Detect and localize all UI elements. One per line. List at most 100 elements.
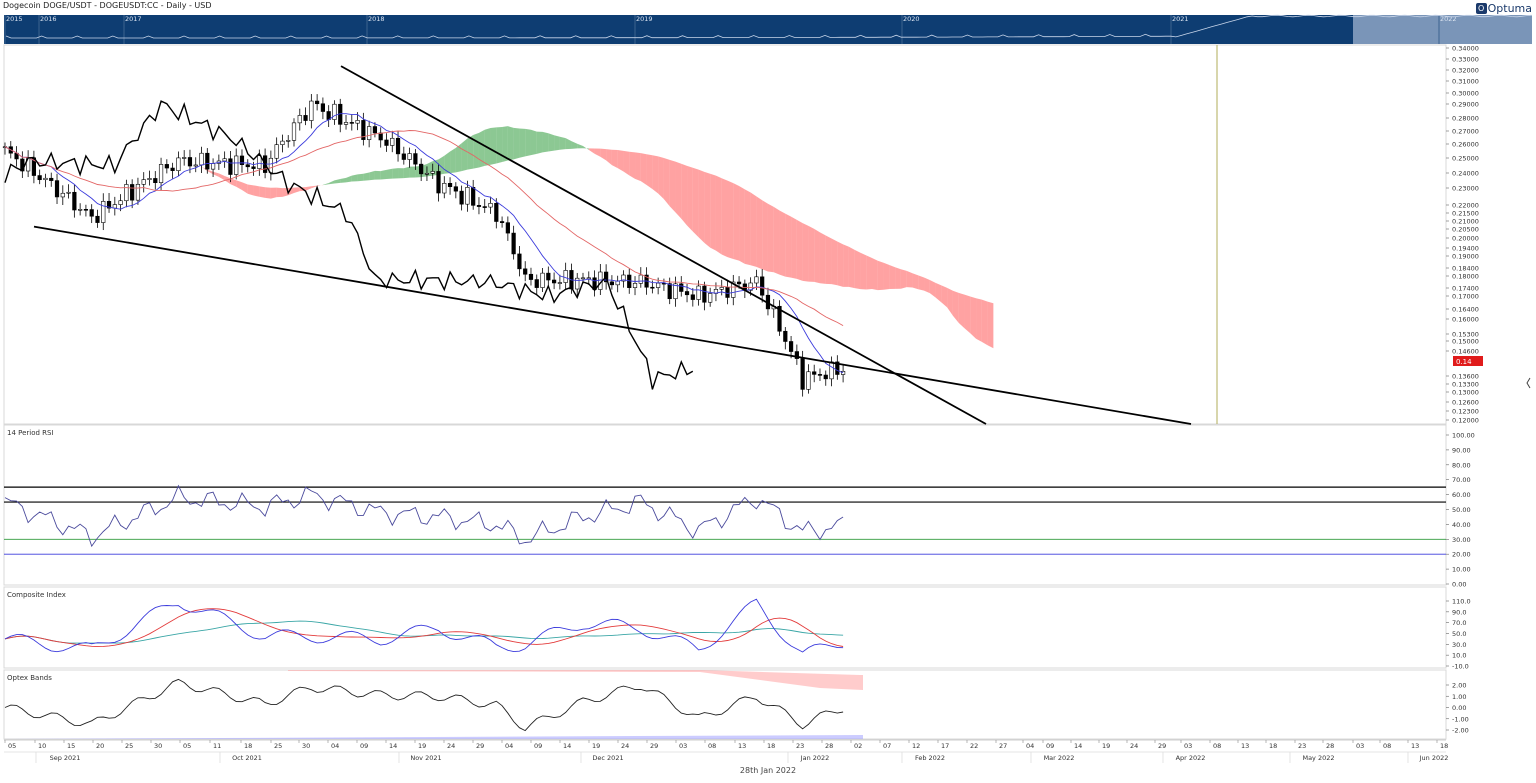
price-candle — [275, 145, 279, 159]
price-candle — [483, 207, 487, 208]
x-axis-day-label: 25 — [125, 742, 133, 750]
rsi-axis-tick-label: 20.00 — [1452, 551, 1471, 559]
kumo-bear-segment — [589, 148, 595, 153]
x-axis-month-label: Feb 2022 — [915, 754, 945, 762]
kumo-bear-segment — [248, 184, 254, 195]
kumo-bear-segment — [803, 223, 809, 281]
rsi-axis-tick-label: 60.00 — [1452, 491, 1471, 499]
kumo-bear-segment — [681, 164, 687, 226]
collapse-panel-chevron-icon[interactable] — [1527, 378, 1530, 388]
kumo-bear-segment — [647, 154, 653, 189]
price-candle — [697, 286, 701, 300]
x-axis-day-label: 19 — [1102, 742, 1110, 750]
x-axis-day-label: 14 — [563, 742, 571, 750]
kumo-bull-segment — [531, 130, 537, 155]
kumo-bear-segment — [606, 149, 612, 165]
price-candle — [552, 280, 556, 283]
price-candle — [136, 184, 140, 200]
kumo-bear-segment — [884, 263, 890, 290]
price-axis-tick-label: 0.21000 — [1452, 218, 1479, 226]
price-axis-tick-label: 0.12300 — [1452, 408, 1479, 416]
price-candle — [477, 205, 481, 206]
price-axis-tick-label: 0.17400 — [1452, 285, 1479, 293]
price-candle — [442, 183, 446, 193]
price-candle — [495, 203, 499, 221]
kumo-bull-segment — [496, 127, 502, 164]
kumo-bull-segment — [508, 126, 514, 160]
x-axis-day-label: 18 — [1440, 742, 1448, 750]
price-candle — [587, 278, 591, 279]
kumo-bear-segment — [878, 261, 884, 290]
x-axis-day-label: 29 — [650, 742, 658, 750]
kumo-bear-segment — [953, 291, 959, 323]
rsi-axis-tick-label: 90.00 — [1452, 446, 1471, 454]
price-axis-tick-label: 0.26000 — [1452, 141, 1479, 149]
kumo-bear-segment — [635, 152, 641, 181]
x-axis-day-label: 13 — [738, 742, 746, 750]
kumo-bear-segment — [687, 166, 693, 232]
kumo-bear-segment — [618, 150, 624, 171]
overview-year-label: 2020 — [903, 15, 920, 23]
kumo-bull-segment — [450, 148, 456, 173]
footer-date: 28th Jan 2022 — [0, 766, 1536, 775]
price-candle — [633, 283, 637, 287]
x-axis-day-label: 15 — [67, 742, 75, 750]
price-candle — [258, 156, 262, 169]
price-candle — [610, 282, 614, 285]
kumo-bear-segment — [699, 170, 705, 243]
rsi-axis-tick-label: 30.00 — [1452, 536, 1471, 544]
kumo-bear-segment — [652, 155, 658, 193]
price-candle — [656, 283, 660, 287]
price-candle — [448, 183, 452, 186]
kumo-bear-segment — [832, 238, 838, 285]
price-candle — [177, 158, 181, 171]
kumo-bear-segment — [889, 265, 895, 289]
kumo-bear-segment — [242, 182, 248, 194]
x-axis-day-label: 24 — [621, 742, 629, 750]
kumo-bear-segment — [907, 271, 913, 288]
optex-upper-band — [288, 670, 863, 690]
kumo-bull-segment — [381, 170, 387, 180]
kumo-bear-segment — [722, 178, 728, 257]
overview-bar[interactable] — [4, 15, 1532, 44]
price-axis-tick-label: 0.29000 — [1452, 101, 1479, 109]
overview-year-label: 2019 — [636, 15, 653, 23]
x-axis-day-label: 18 — [244, 742, 252, 750]
x-axis-day-label: 08 — [1383, 742, 1391, 750]
price-candle — [49, 178, 53, 180]
price-candle — [67, 192, 71, 193]
price-candle — [668, 284, 672, 299]
price-candle — [755, 277, 759, 283]
composite-axis-tick-label: 110.0 — [1452, 598, 1471, 606]
x-axis-day-label: 09 — [1046, 742, 1054, 750]
rsi-axis-tick-label: 40.00 — [1452, 521, 1471, 529]
x-axis-day-label: 13 — [1241, 742, 1249, 750]
price-candle — [246, 165, 250, 167]
composite-average-line — [5, 621, 843, 643]
composite-axis-tick-label: 90.0 — [1452, 608, 1466, 616]
optex-panel-frame[interactable] — [4, 670, 1446, 739]
kumo-bear-segment — [797, 220, 803, 281]
price-candle — [390, 138, 394, 145]
kumo-bull-segment — [456, 143, 462, 172]
x-axis-day-label: 08 — [1213, 742, 1221, 750]
price-candle — [171, 168, 175, 171]
optex-axis-tick-label: -2.00 — [1452, 727, 1469, 735]
price-candle — [812, 372, 816, 375]
kumo-bull-segment — [548, 133, 554, 151]
kumo-bear-segment — [693, 168, 699, 238]
kumo-bear-segment — [791, 217, 797, 279]
price-candle — [454, 187, 458, 191]
price-candle — [159, 164, 163, 182]
price-candle — [708, 293, 712, 302]
x-axis-month-label: Sep 2021 — [50, 754, 81, 762]
price-axis-tick-label: 0.23000 — [1452, 185, 1479, 193]
x-axis-day-label: 08 — [708, 742, 716, 750]
price-candle — [541, 273, 545, 287]
price-axis-tick-label: 0.13300 — [1452, 381, 1479, 389]
price-candle — [113, 205, 117, 209]
x-axis-day-label: 03 — [1356, 742, 1364, 750]
price-candle — [379, 133, 383, 140]
kumo-bear-segment — [843, 244, 849, 287]
